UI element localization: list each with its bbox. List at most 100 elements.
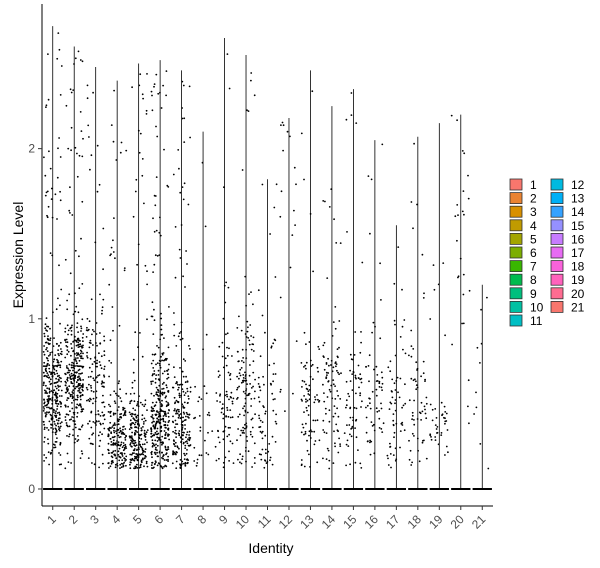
data-point (160, 426, 162, 429)
data-point (196, 458, 199, 461)
data-point (132, 449, 135, 452)
data-point (102, 462, 104, 465)
data-point (151, 401, 154, 404)
data-point (227, 426, 230, 429)
data-point (107, 448, 109, 451)
data-point (329, 390, 332, 393)
data-point (251, 466, 254, 468)
data-point (77, 50, 80, 53)
data-point (166, 404, 169, 407)
data-point (186, 402, 189, 404)
data-point (444, 334, 446, 337)
data-point (76, 440, 79, 442)
data-point (139, 445, 142, 448)
data-point (139, 332, 141, 334)
data-point (314, 396, 316, 398)
data-point (80, 130, 83, 133)
data-point (345, 443, 348, 446)
data-point (144, 419, 147, 422)
data-point (52, 311, 54, 314)
data-point (181, 434, 183, 436)
data-point (156, 345, 158, 347)
data-point (135, 419, 138, 422)
data-point (53, 420, 56, 423)
data-point (292, 392, 294, 395)
data-point (373, 429, 376, 432)
data-point (55, 369, 58, 372)
data-point (306, 449, 309, 452)
legend-swatch (550, 246, 564, 259)
data-point (143, 434, 146, 437)
data-point (124, 436, 127, 439)
data-point (228, 460, 231, 462)
data-point (99, 332, 101, 334)
data-point (48, 343, 50, 346)
data-point (347, 445, 350, 447)
data-point (393, 382, 396, 385)
data-point (337, 394, 339, 397)
legend-swatch (550, 287, 564, 300)
data-point (159, 401, 162, 403)
data-point (166, 357, 168, 360)
data-point (173, 396, 176, 399)
data-point (152, 359, 155, 362)
data-point (76, 354, 78, 357)
data-point (391, 396, 394, 399)
data-point (75, 344, 78, 347)
data-point (394, 399, 397, 401)
data-point (44, 174, 47, 177)
data-point (305, 401, 307, 403)
data-point (389, 401, 392, 404)
data-point (124, 439, 127, 441)
data-point (102, 422, 104, 425)
data-point (46, 347, 48, 349)
data-point (467, 197, 470, 200)
legend-label: 9 (530, 287, 537, 301)
data-point (244, 375, 247, 377)
data-point (56, 365, 59, 368)
y-axis-title: Expression Level (10, 202, 26, 309)
data-point (163, 430, 166, 432)
data-point (181, 107, 184, 109)
data-point (262, 375, 264, 378)
data-point (51, 375, 54, 378)
data-point (44, 412, 47, 414)
legend-label: 3 (530, 205, 537, 219)
data-point (440, 434, 443, 436)
data-point (87, 457, 90, 459)
data-point (73, 63, 75, 65)
violin-20 (450, 114, 471, 490)
data-point (280, 190, 283, 193)
data-point (131, 452, 134, 455)
data-point (103, 374, 105, 377)
data-point (164, 437, 167, 439)
data-point (159, 392, 162, 395)
data-point (54, 385, 57, 388)
data-point (371, 331, 373, 334)
data-point (159, 395, 162, 397)
data-point (227, 286, 230, 289)
data-point (357, 449, 359, 451)
legend-item-12: 12 (550, 178, 585, 192)
data-point (390, 402, 393, 405)
data-point (136, 455, 138, 458)
data-point (336, 348, 339, 350)
data-point (326, 447, 329, 450)
data-point (402, 404, 405, 407)
data-point (409, 449, 412, 452)
data-point (89, 442, 92, 445)
data-point (57, 389, 60, 392)
data-point (50, 451, 52, 454)
data-point (401, 325, 404, 328)
data-point (70, 354, 72, 357)
data-point (57, 297, 59, 300)
data-point (72, 420, 75, 422)
data-point (412, 227, 414, 230)
data-point (60, 405, 62, 408)
data-point (145, 455, 147, 458)
data-point (185, 433, 188, 436)
data-point (261, 430, 264, 433)
data-point (443, 416, 445, 419)
data-point (293, 166, 296, 169)
data-point (195, 464, 198, 467)
